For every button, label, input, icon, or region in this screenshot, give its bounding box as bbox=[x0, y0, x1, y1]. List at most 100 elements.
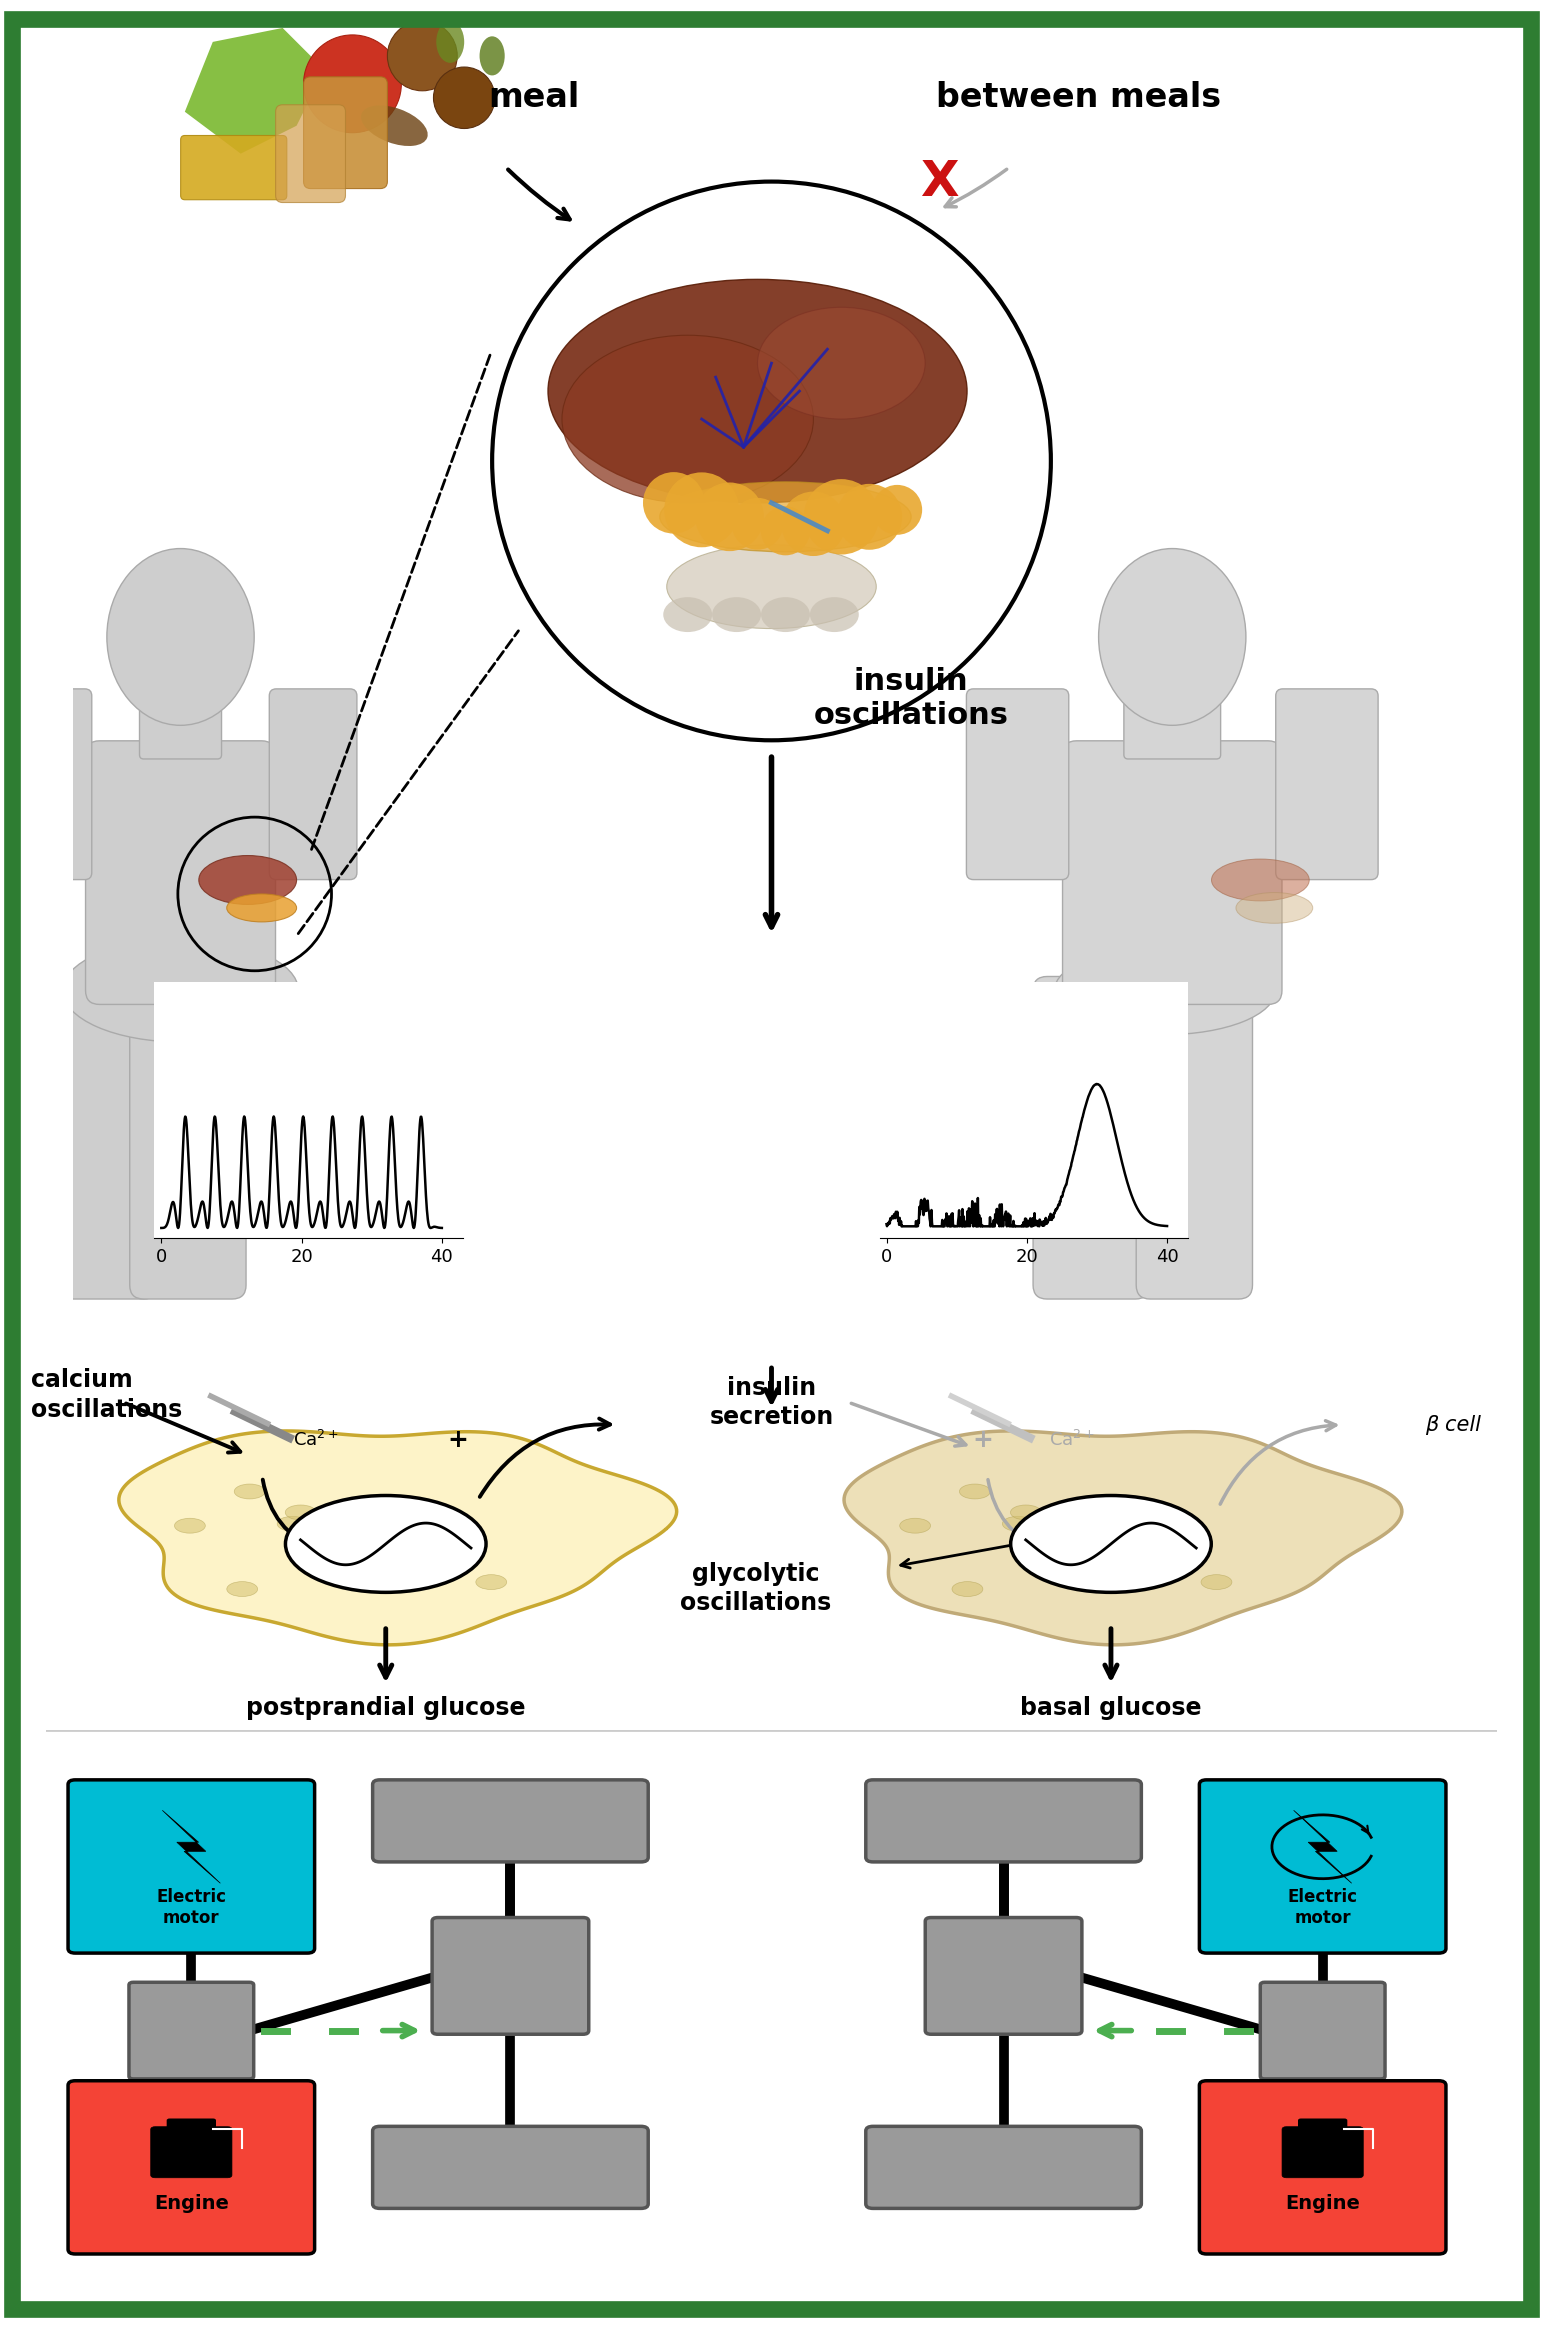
FancyBboxPatch shape bbox=[1136, 975, 1253, 1299]
Circle shape bbox=[475, 1574, 506, 1590]
Text: Engine: Engine bbox=[154, 2193, 228, 2214]
FancyBboxPatch shape bbox=[68, 1781, 315, 1953]
Ellipse shape bbox=[63, 938, 298, 1043]
Circle shape bbox=[285, 1504, 316, 1520]
Ellipse shape bbox=[761, 598, 810, 633]
Text: +: + bbox=[972, 1427, 994, 1453]
Ellipse shape bbox=[1211, 859, 1310, 901]
FancyBboxPatch shape bbox=[167, 2118, 216, 2158]
Text: basal glucose: basal glucose bbox=[1020, 1695, 1202, 1720]
Circle shape bbox=[872, 484, 923, 535]
FancyBboxPatch shape bbox=[42, 975, 157, 1299]
FancyBboxPatch shape bbox=[68, 2081, 315, 2254]
Text: between meals: between meals bbox=[937, 81, 1222, 114]
FancyBboxPatch shape bbox=[1063, 740, 1282, 1003]
Ellipse shape bbox=[548, 279, 967, 503]
FancyBboxPatch shape bbox=[130, 1981, 253, 2079]
Circle shape bbox=[663, 473, 739, 547]
FancyBboxPatch shape bbox=[130, 975, 245, 1299]
Ellipse shape bbox=[227, 894, 296, 922]
Text: β cell: β cell bbox=[1426, 1415, 1481, 1434]
Text: Engine: Engine bbox=[1285, 2193, 1359, 2214]
Text: Electric
motor: Electric motor bbox=[1288, 1888, 1358, 1928]
Text: glycolytic
oscillations: glycolytic oscillations bbox=[680, 1562, 832, 1616]
Circle shape bbox=[278, 1516, 309, 1532]
Circle shape bbox=[960, 1483, 991, 1499]
FancyBboxPatch shape bbox=[270, 689, 356, 880]
Ellipse shape bbox=[1054, 945, 1276, 1034]
Circle shape bbox=[304, 35, 401, 133]
Circle shape bbox=[952, 1581, 983, 1597]
FancyBboxPatch shape bbox=[1123, 691, 1221, 759]
Text: calcium
oscillations: calcium oscillations bbox=[31, 1369, 182, 1422]
Text: postprandial glucose: postprandial glucose bbox=[245, 1695, 526, 1720]
Ellipse shape bbox=[361, 105, 427, 147]
Circle shape bbox=[781, 491, 846, 556]
Polygon shape bbox=[119, 1432, 677, 1646]
FancyBboxPatch shape bbox=[5, 689, 91, 880]
Ellipse shape bbox=[713, 598, 761, 633]
Text: +: + bbox=[447, 1427, 469, 1453]
FancyBboxPatch shape bbox=[1298, 2118, 1347, 2158]
Circle shape bbox=[1011, 1504, 1042, 1520]
FancyBboxPatch shape bbox=[85, 740, 276, 1003]
Circle shape bbox=[390, 1525, 421, 1539]
Circle shape bbox=[387, 21, 457, 91]
Circle shape bbox=[174, 1518, 205, 1534]
Text: Electric
motor: Electric motor bbox=[156, 1888, 227, 1928]
Ellipse shape bbox=[758, 307, 926, 419]
Ellipse shape bbox=[437, 21, 464, 63]
FancyBboxPatch shape bbox=[181, 135, 287, 200]
Polygon shape bbox=[162, 1811, 221, 1883]
FancyBboxPatch shape bbox=[373, 2125, 648, 2209]
Ellipse shape bbox=[106, 549, 255, 726]
Ellipse shape bbox=[199, 857, 296, 903]
Ellipse shape bbox=[667, 545, 876, 629]
FancyBboxPatch shape bbox=[966, 689, 1069, 880]
Text: Ca$^{2+}$: Ca$^{2+}$ bbox=[1049, 1429, 1094, 1450]
Ellipse shape bbox=[562, 335, 813, 503]
Circle shape bbox=[731, 498, 784, 549]
Circle shape bbox=[804, 480, 880, 554]
Ellipse shape bbox=[1099, 549, 1245, 726]
Circle shape bbox=[1200, 1574, 1231, 1590]
Polygon shape bbox=[185, 28, 324, 154]
Text: Ca$^{2+}$: Ca$^{2+}$ bbox=[293, 1429, 338, 1450]
FancyBboxPatch shape bbox=[1282, 2128, 1364, 2177]
Ellipse shape bbox=[810, 598, 859, 633]
FancyBboxPatch shape bbox=[304, 77, 387, 189]
FancyBboxPatch shape bbox=[1199, 2081, 1446, 2254]
FancyBboxPatch shape bbox=[1261, 1981, 1386, 2079]
Text: insulin
secretion: insulin secretion bbox=[710, 1376, 833, 1429]
Circle shape bbox=[696, 482, 764, 552]
Circle shape bbox=[1011, 1495, 1211, 1592]
Ellipse shape bbox=[480, 37, 505, 74]
Text: insulin
oscillations: insulin oscillations bbox=[813, 668, 1009, 729]
Circle shape bbox=[836, 484, 903, 549]
Circle shape bbox=[761, 505, 810, 556]
FancyBboxPatch shape bbox=[926, 1918, 1082, 2035]
FancyBboxPatch shape bbox=[866, 1781, 1142, 1862]
Circle shape bbox=[1003, 1516, 1034, 1532]
FancyBboxPatch shape bbox=[866, 2125, 1142, 2209]
Text: meal: meal bbox=[489, 81, 580, 114]
FancyBboxPatch shape bbox=[276, 105, 346, 203]
Circle shape bbox=[643, 473, 705, 533]
Circle shape bbox=[900, 1518, 930, 1534]
Polygon shape bbox=[1293, 1811, 1352, 1883]
Circle shape bbox=[1116, 1525, 1146, 1539]
Text: X: X bbox=[920, 158, 958, 205]
FancyBboxPatch shape bbox=[1034, 975, 1150, 1299]
Circle shape bbox=[285, 1495, 486, 1592]
FancyBboxPatch shape bbox=[1199, 1781, 1446, 1953]
FancyBboxPatch shape bbox=[373, 1781, 648, 1862]
Circle shape bbox=[434, 68, 495, 128]
Ellipse shape bbox=[660, 482, 912, 552]
Polygon shape bbox=[844, 1432, 1403, 1646]
FancyBboxPatch shape bbox=[139, 691, 222, 759]
Circle shape bbox=[235, 1483, 265, 1499]
FancyBboxPatch shape bbox=[1276, 689, 1378, 880]
Circle shape bbox=[227, 1581, 258, 1597]
Ellipse shape bbox=[663, 598, 713, 633]
FancyBboxPatch shape bbox=[432, 1918, 589, 2035]
